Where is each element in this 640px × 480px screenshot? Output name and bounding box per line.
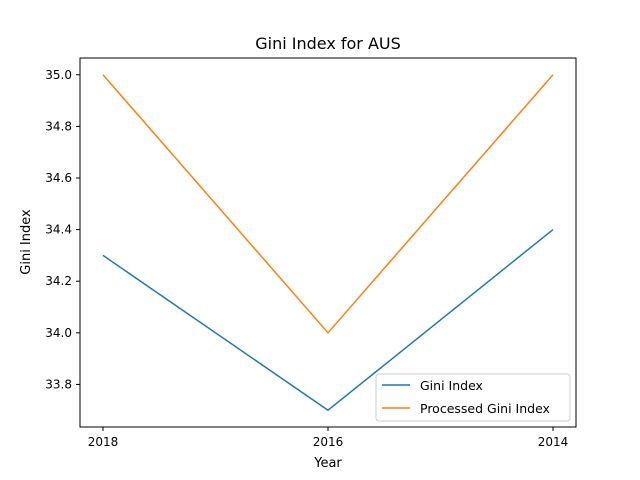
y-tick-label: 34.0 — [45, 326, 72, 340]
x-axis: 2018 2016 2014 — [88, 427, 569, 449]
y-tick-label: 35.0 — [45, 68, 72, 82]
legend-label-gini-index: Gini Index — [420, 378, 483, 393]
y-tick-label: 33.8 — [45, 377, 72, 391]
legend-box — [375, 373, 571, 422]
x-tick-label: 2018 — [88, 435, 119, 449]
y-axis-label: Gini Index — [19, 209, 34, 275]
series-line-processed-gini-index — [102, 74, 554, 334]
y-tick-label: 34.2 — [45, 274, 72, 288]
x-tick-label: 2016 — [313, 435, 344, 449]
series-lines — [102, 74, 554, 411]
legend-label-processed-gini-index: Processed Gini Index — [420, 401, 550, 416]
series-line-gini-index — [102, 229, 554, 411]
legend: Gini Index Processed Gini Index — [375, 373, 571, 422]
chart-title: Gini Index for AUS — [255, 34, 401, 53]
plot-area — [79, 57, 577, 428]
x-axis-label: Year — [313, 456, 342, 471]
y-tick-label: 34.8 — [45, 119, 72, 133]
x-tick-label: 2014 — [538, 435, 569, 449]
y-tick-label: 34.6 — [45, 171, 72, 185]
y-axis: 33.8 34.0 34.2 34.4 34.6 34.8 35.0 — [45, 68, 80, 391]
y-tick-label: 34.4 — [45, 223, 72, 237]
